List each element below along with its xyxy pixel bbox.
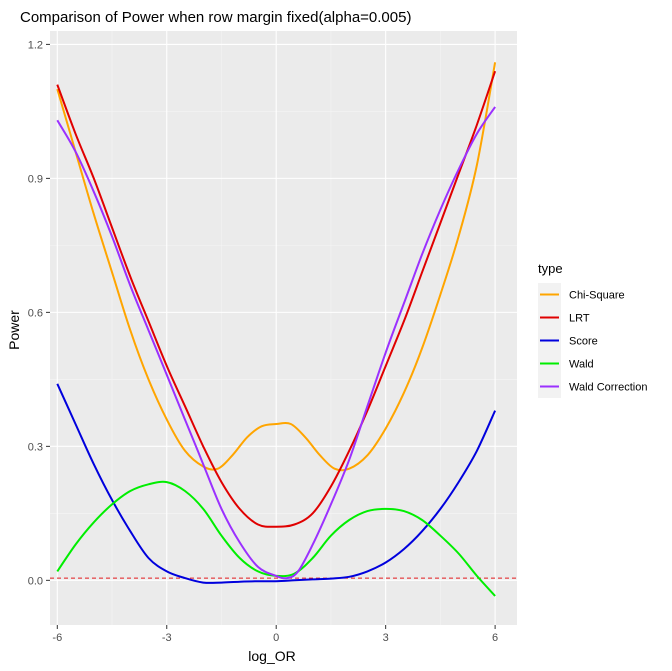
x-tick-label: 3 bbox=[383, 632, 389, 644]
series-lines bbox=[56, 62, 497, 597]
x-axis-ticks: -6 -3 0 3 6 bbox=[52, 625, 498, 644]
series-line-wald-correction bbox=[56, 106, 496, 580]
x-tick-label: -6 bbox=[52, 632, 62, 644]
legend-label-lrt: LRT bbox=[569, 313, 590, 325]
x-axis-title: log_OR bbox=[248, 648, 295, 664]
series-line-lrt bbox=[56, 70, 497, 528]
x-tick-label: 6 bbox=[492, 632, 498, 644]
y-tick-label: 0.3 bbox=[28, 441, 43, 453]
plot-panel bbox=[50, 31, 517, 625]
legend: type Chi-Square LRT Score Wald Wald Correcti… bbox=[538, 261, 647, 398]
y-axis-ticks: 0.0 0.3 0.6 0.9 1.2 bbox=[28, 39, 50, 587]
y-tick-label: 0.6 bbox=[28, 307, 43, 319]
y-tick-label: 1.2 bbox=[28, 39, 43, 51]
series-line-score bbox=[56, 383, 497, 584]
chart-title: Comparison of Power when row margin fixe… bbox=[20, 9, 411, 26]
legend-label-wald: Wald bbox=[569, 359, 594, 371]
minor-gridlines bbox=[50, 31, 517, 625]
legend-label-score: Score bbox=[569, 336, 598, 348]
y-tick-label: 0.9 bbox=[28, 173, 43, 185]
series-line-chi-square bbox=[56, 62, 497, 472]
x-tick-label: -3 bbox=[162, 632, 172, 644]
legend-title: type bbox=[538, 261, 563, 276]
y-tick-label: 0.0 bbox=[28, 575, 43, 587]
legend-label-chi-square: Chi-Square bbox=[569, 290, 625, 302]
legend-label-wald-correction: Wald Correction bbox=[569, 382, 647, 394]
x-tick-label: 0 bbox=[273, 632, 279, 644]
y-axis-title: Power bbox=[6, 310, 22, 350]
